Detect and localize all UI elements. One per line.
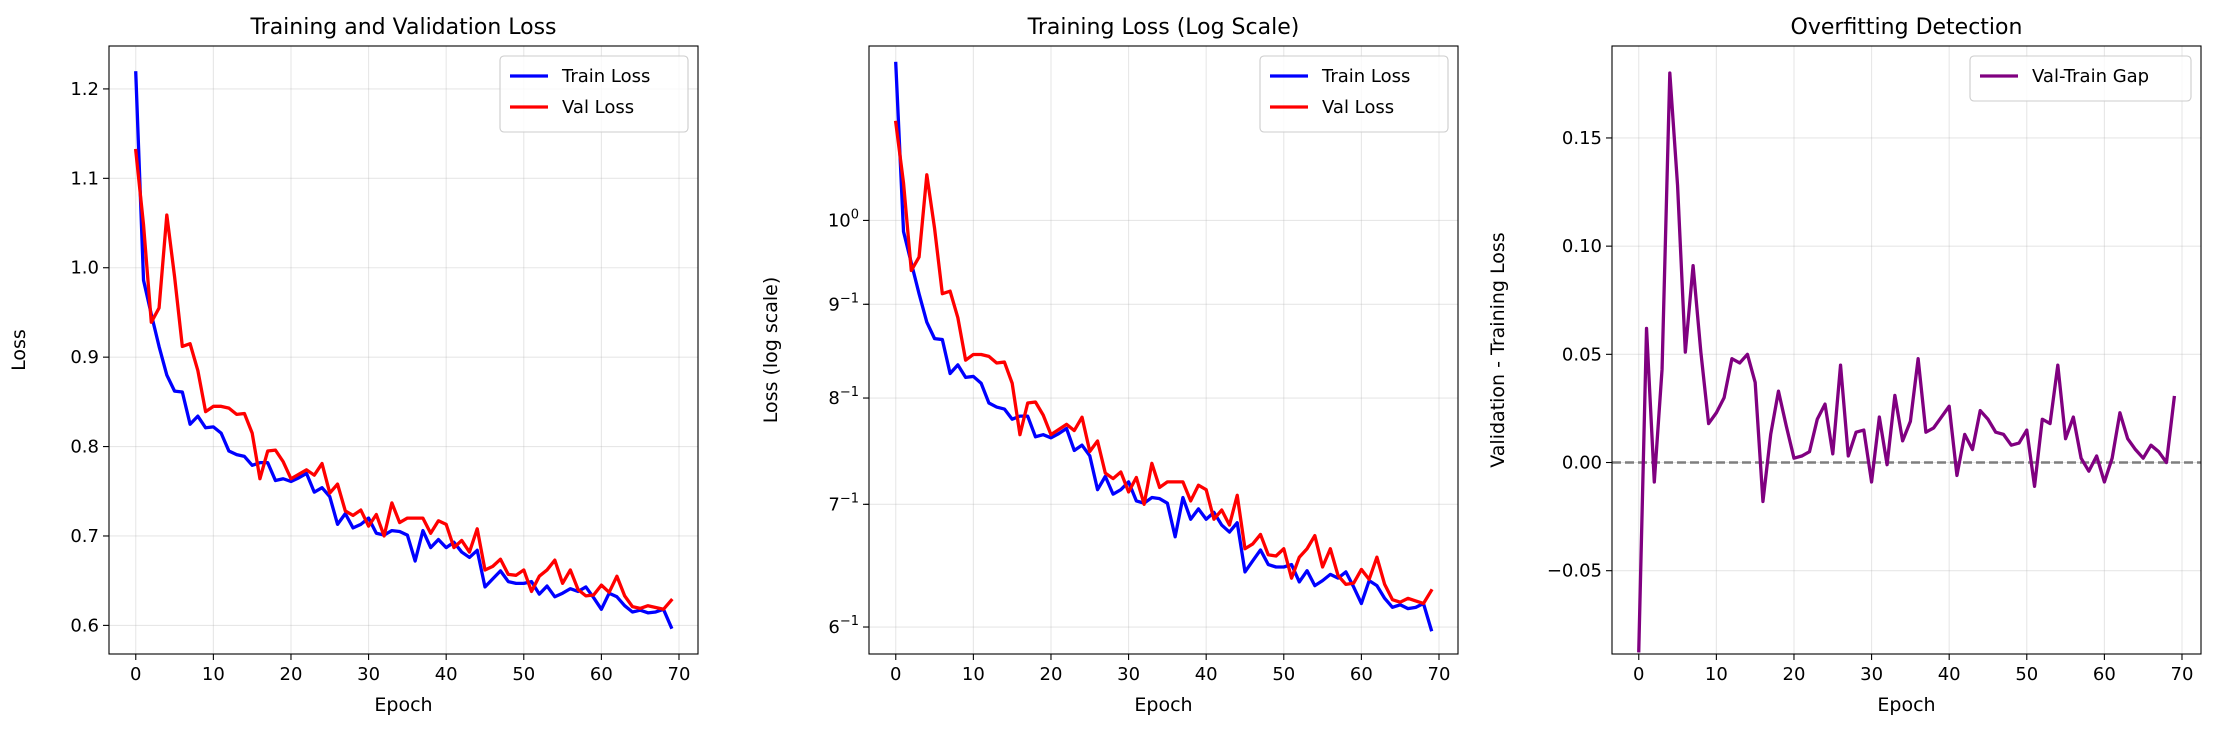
y-tick-label: 0.8 bbox=[70, 437, 99, 458]
x-tick-label: 70 bbox=[668, 664, 691, 685]
x-tick-label: 20 bbox=[280, 664, 303, 685]
x-tick-label: 30 bbox=[1860, 664, 1883, 685]
x-tick-label: 30 bbox=[1117, 664, 1140, 685]
y-tick-label: 0.6 bbox=[70, 615, 99, 636]
chart-panel-1: 0 10 20 30 40 50 60 70 0.6 0.7 0.8 0.9 1.0 1.1 1.2 Trai… bbox=[8, 15, 699, 716]
legend-box bbox=[1969, 55, 2192, 102]
x-tick-label: 10 bbox=[1705, 664, 1728, 685]
axes-frame bbox=[108, 45, 699, 655]
y-tick-label: 0.9 bbox=[70, 347, 99, 368]
y-tick-label: 100 bbox=[828, 207, 859, 231]
legend: Train Loss Val Loss bbox=[1259, 55, 1449, 133]
x-axis-label: Epoch bbox=[1877, 694, 1935, 716]
y-tick-label: 8−1 bbox=[828, 385, 859, 409]
y-tick-label: 0.05 bbox=[1562, 344, 1602, 365]
x-tick-label: 40 bbox=[1938, 664, 1961, 685]
x-tick-label: 40 bbox=[1195, 664, 1218, 685]
y-tick-label: 0.7 bbox=[70, 526, 99, 547]
y-tick-label: 9−1 bbox=[828, 291, 859, 315]
x-tick-label: 0 bbox=[130, 664, 141, 685]
y-tick-label: 6−1 bbox=[828, 614, 859, 638]
series-line-val-loss bbox=[893, 120, 1434, 606]
legend: Train Loss Val Loss bbox=[499, 55, 689, 133]
x-tick-label: 10 bbox=[202, 664, 225, 685]
x-tick-label: 20 bbox=[1783, 664, 1806, 685]
x-tick-label: 70 bbox=[2171, 664, 2194, 685]
chart-title: Training and Validation Loss bbox=[249, 15, 556, 40]
chart-panel-3: 0 10 20 30 40 50 60 70 −0.05 0.00 0.05 0.10 0.15 Over… bbox=[1487, 15, 2202, 716]
legend-label: Val Loss bbox=[1322, 97, 1394, 118]
y-tick-label: 1.1 bbox=[70, 168, 99, 189]
series-line-train-loss bbox=[134, 71, 674, 630]
x-axis-label: Epoch bbox=[374, 694, 432, 716]
y-tick-label: 0.10 bbox=[1562, 236, 1602, 257]
y-axis-label: Loss (log scale) bbox=[760, 277, 782, 424]
series-line-train-loss bbox=[894, 61, 1434, 632]
x-tick-label: 0 bbox=[890, 664, 901, 685]
x-tick-label: 30 bbox=[357, 664, 380, 685]
x-tick-label: 60 bbox=[1350, 664, 1373, 685]
y-tick-label: 7−1 bbox=[828, 491, 859, 515]
y-axis-label: Validation - Training Loss bbox=[1487, 232, 1509, 467]
x-tick-label: 50 bbox=[2015, 664, 2038, 685]
chart-title: Overfitting Detection bbox=[1791, 15, 2023, 40]
legend-label: Val Loss bbox=[562, 97, 634, 118]
series-line-val-train-gap bbox=[1637, 71, 2177, 653]
y-tick-label: 1.0 bbox=[70, 258, 99, 279]
y-tick-label: 1.2 bbox=[70, 79, 99, 100]
y-tick-label: 0.00 bbox=[1562, 453, 1602, 474]
x-tick-label: 10 bbox=[962, 664, 985, 685]
x-tick-label: 60 bbox=[590, 664, 613, 685]
chart-panel-2: 0 10 20 30 40 50 60 70 6−1 7−1 8−1 9−1 100 Training L… bbox=[760, 15, 1459, 716]
y-tick-label: 0.15 bbox=[1562, 128, 1602, 149]
x-tick-label: 50 bbox=[1272, 664, 1295, 685]
y-axis-label: Loss bbox=[8, 329, 30, 371]
chart-title: Training Loss (Log Scale) bbox=[1027, 15, 1300, 40]
legend-label: Val-Train Gap bbox=[2032, 66, 2149, 87]
legend: Val-Train Gap bbox=[1969, 55, 2192, 102]
x-tick-label: 20 bbox=[1040, 664, 1063, 685]
x-tick-label: 50 bbox=[512, 664, 535, 685]
x-tick-label: 0 bbox=[1633, 664, 1644, 685]
series-line-val-loss bbox=[133, 148, 674, 611]
x-tick-label: 60 bbox=[2093, 664, 2116, 685]
axes-frame bbox=[1611, 45, 2202, 655]
legend-label: Train Loss bbox=[1321, 66, 1410, 87]
legend-label: Train Loss bbox=[561, 66, 650, 87]
x-tick-label: 40 bbox=[435, 664, 458, 685]
x-axis-label: Epoch bbox=[1134, 694, 1192, 716]
y-tick-label: −0.05 bbox=[1547, 561, 1602, 582]
axes-frame bbox=[868, 45, 1459, 655]
x-tick-label: 70 bbox=[1428, 664, 1451, 685]
